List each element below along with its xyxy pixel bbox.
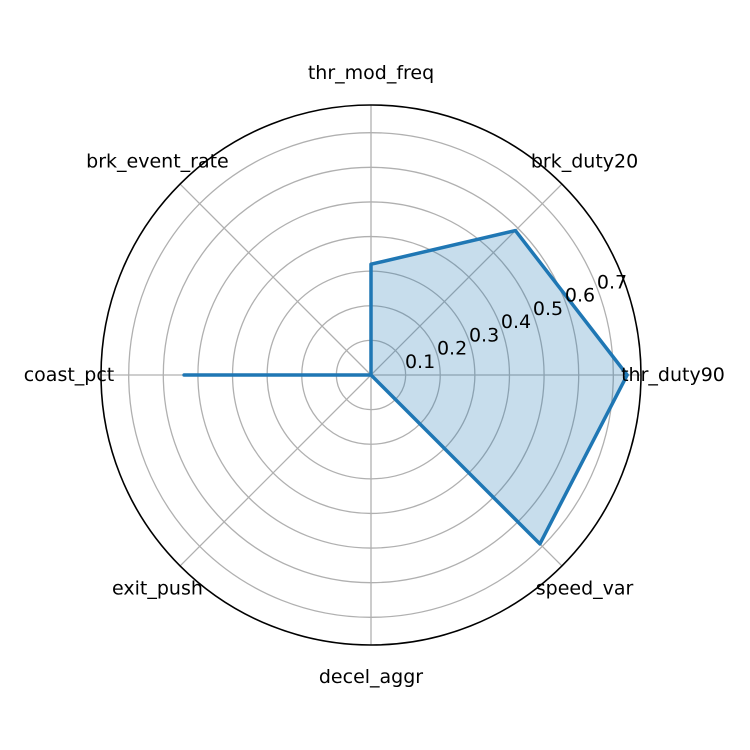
grid-spoke-1: [370, 183, 563, 376]
r-tick-label-6: 0.7: [597, 271, 627, 293]
r-tick-label-1: 0.2: [437, 338, 467, 360]
radial-tick-labels: 0.10.20.30.40.50.60.7: [405, 271, 627, 372]
axis-label-coast_pct: coast_pct: [24, 364, 115, 386]
axis-label-thr_duty90: thr_duty90: [621, 364, 725, 386]
grid-spoke-3: [179, 183, 372, 376]
r-tick-label-5: 0.6: [565, 285, 595, 307]
r-tick-label-3: 0.4: [501, 311, 531, 333]
r-tick-label-0: 0.1: [405, 351, 435, 373]
axis-label-decel_aggr: decel_aggr: [319, 666, 423, 688]
grid-spoke-5: [179, 374, 372, 567]
series-layer: [182, 228, 629, 546]
axis-label-brk_duty20: brk_duty20: [531, 150, 638, 172]
series-line: [182, 228, 629, 546]
r-tick-label-4: 0.5: [533, 298, 563, 320]
axis-labels: thr_duty90 brk_duty20 thr_mod_freq brk_even…: [24, 62, 725, 688]
axis-label-brk_event_rate: brk_event_rate: [86, 150, 229, 172]
axis-label-exit_push: exit_push: [112, 578, 203, 600]
polar-frame: [100, 104, 642, 646]
r-tick-label-2: 0.3: [469, 324, 499, 346]
axis-label-speed_var: speed_var: [536, 578, 634, 600]
axis-label-thr_mod_freq: thr_mod_freq: [308, 62, 434, 84]
series-area: [184, 230, 628, 544]
frame-layer: [100, 104, 642, 646]
